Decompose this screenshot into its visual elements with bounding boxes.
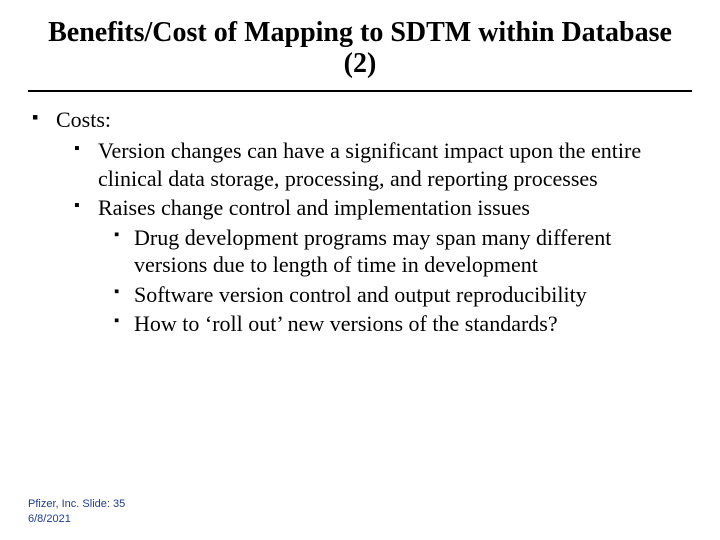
slide-footer: Pfizer, Inc. Slide: 35 6/8/2021 xyxy=(28,497,125,526)
slide-container: Benefits/Cost of Mapping to SDTM within … xyxy=(0,0,720,540)
title-underline xyxy=(28,90,692,92)
bullet-item2-text: Raises change control and implementation… xyxy=(98,195,530,220)
bullet-item2-sub1: Drug development programs may span many … xyxy=(98,224,688,279)
bullet-costs-label: Costs: xyxy=(56,107,111,132)
bullet-costs: Costs: Version changes can have a signif… xyxy=(32,106,688,338)
bullet-list-l2: Version changes can have a significant i… xyxy=(56,137,688,338)
footer-slide-num: 35 xyxy=(113,498,125,510)
bullet-item1: Version changes can have a significant i… xyxy=(56,137,688,192)
bullet-item2-sub3: How to ‘roll out’ new versions of the st… xyxy=(98,310,688,338)
bullet-list-l1: Costs: Version changes can have a signif… xyxy=(32,106,688,338)
footer-date: 6/8/2021 xyxy=(28,512,125,526)
bullet-item2-sub2: Software version control and output repr… xyxy=(98,281,688,309)
footer-slide-label: Slide: xyxy=(82,498,110,510)
footer-line1: Pfizer, Inc. Slide: 35 xyxy=(28,497,125,511)
footer-org: Pfizer, Inc. xyxy=(28,498,79,510)
bullet-list-l3: Drug development programs may span many … xyxy=(98,224,688,338)
slide-content: Costs: Version changes can have a signif… xyxy=(28,106,692,338)
bullet-item2: Raises change control and implementation… xyxy=(56,194,688,338)
slide-title: Benefits/Cost of Mapping to SDTM within … xyxy=(28,18,692,90)
